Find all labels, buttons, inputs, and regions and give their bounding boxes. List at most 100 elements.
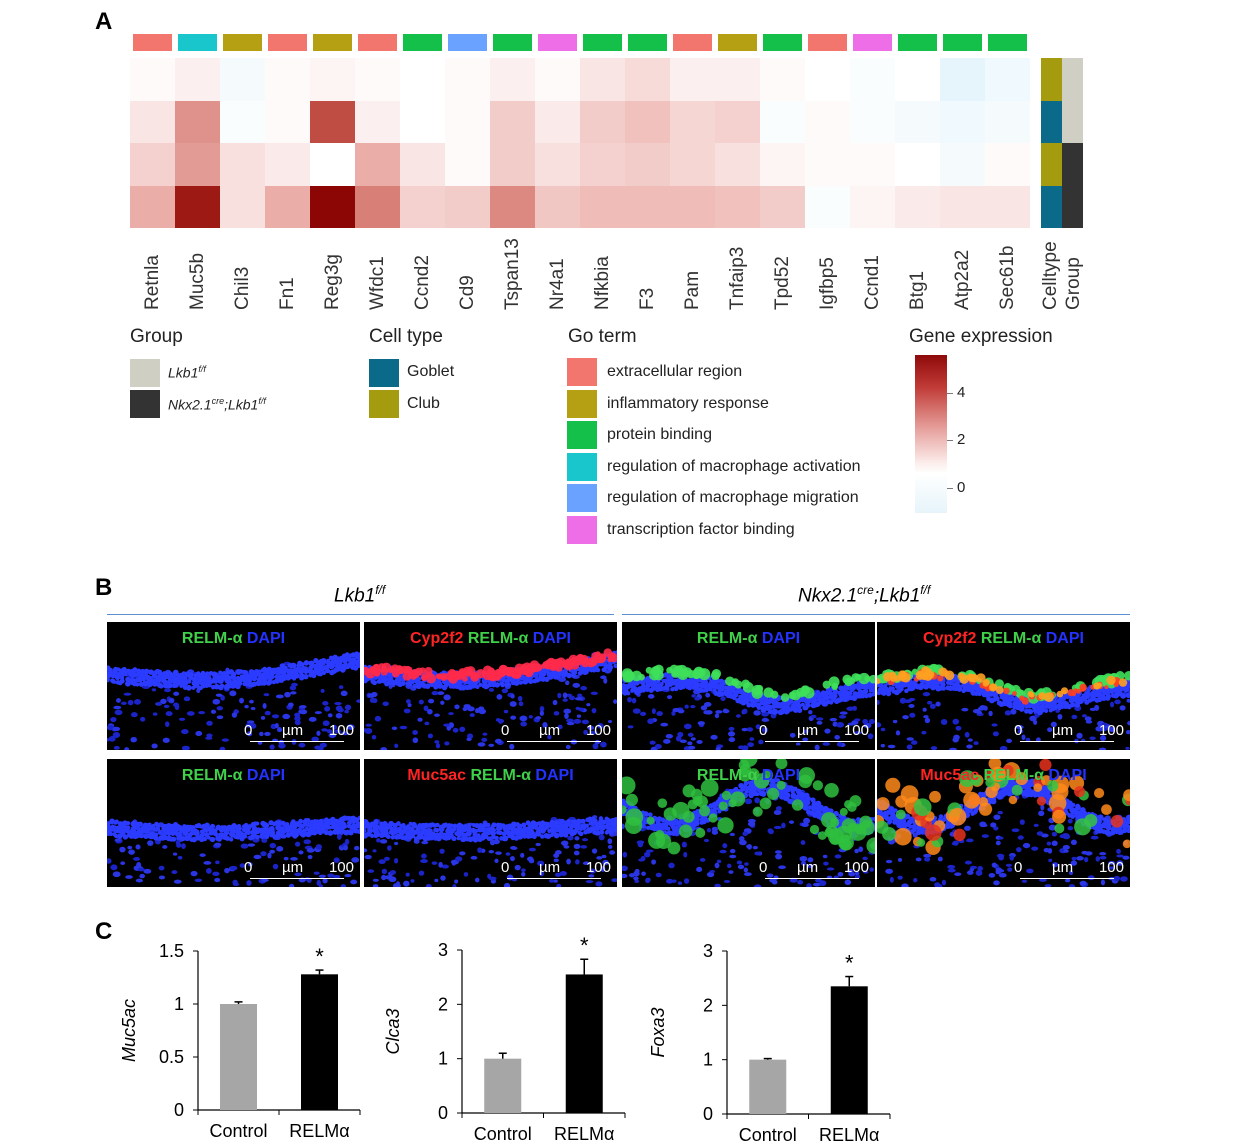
scale-unit: µm: [282, 722, 304, 739]
y-tick-label: 0: [438, 1103, 448, 1123]
celltype-legend-title: Cell type: [369, 326, 443, 347]
micrograph-image: RELM-α DAPI 0 µm 100: [622, 759, 875, 887]
heatmap-cell: [670, 100, 715, 143]
goterm-legend-title: Go term: [568, 326, 637, 347]
gene-label: Tnfaip3: [726, 246, 748, 310]
gene-label: Muc5b: [186, 252, 208, 310]
gene-label: Sec61b: [996, 245, 1018, 310]
goterm-legend-label: extracellular region: [607, 363, 743, 380]
scale-unit: µm: [539, 859, 561, 876]
micrograph-stain-label: Muc5ac RELM-α DAPI: [407, 767, 574, 784]
micrograph-image: Muc5ac RELM-α DAPI 0 µm 100: [364, 759, 617, 887]
scale-end: 100: [328, 722, 354, 739]
heatmap-cell: [220, 58, 265, 101]
scale-start: 0: [759, 722, 768, 739]
scale-start: 0: [244, 722, 253, 739]
gene-label: Igfbp5: [816, 257, 838, 310]
y-tick-label: 0: [174, 1100, 184, 1120]
heatmap-cell: [895, 185, 940, 228]
heatmap-cell: [535, 58, 580, 101]
micrograph-image: RELM-α DAPI 0 µm 100: [107, 622, 360, 750]
heatmap-cell: [670, 143, 715, 186]
scale-start: 0: [1014, 722, 1023, 739]
micrograph-image: RELM-α DAPI 0 µm 100: [622, 622, 875, 750]
heatmap-cell: [580, 58, 625, 101]
scale-bar: 0 µm 100: [244, 859, 354, 883]
heatmap-cell: [805, 143, 850, 186]
go-term-cell: [808, 34, 847, 51]
goterm-legend-label: inflammatory response: [607, 394, 769, 412]
scale-bar: 0 µm 100: [501, 722, 611, 746]
y-tick-label: 0.5: [159, 1047, 184, 1067]
y-tick-label: 0: [703, 1104, 713, 1124]
heatmap-cell: [490, 58, 535, 101]
gene-label: Tspan13: [501, 238, 523, 310]
significance-marker: *: [580, 933, 589, 958]
scale-line: [507, 741, 601, 742]
heatmap-cell: [760, 58, 805, 101]
bar: [220, 1004, 257, 1110]
celltype-annotation-column: [1041, 58, 1062, 228]
heatmap-cell: [985, 185, 1030, 228]
scale-line: [507, 878, 601, 879]
go-term-cell: [403, 34, 442, 51]
gene-label: Fn1: [276, 277, 298, 310]
heatmap-cell: [310, 100, 355, 143]
goterm-swatch: [567, 421, 597, 450]
expression-legend-title: Gene expression: [909, 326, 1053, 347]
heatmap-cell: [580, 185, 625, 228]
heatmap-cell: [490, 143, 535, 186]
heatmap-cell: [490, 185, 535, 228]
heatmap-cell: [850, 58, 895, 101]
goterm-legend-label: protein binding: [607, 426, 712, 444]
bar-charts: 0 0.5 1 1.5 Control * RELMα Muc5ac 0 1 2 3 Control * R…: [119, 933, 891, 1145]
celltype-swatch-club: [369, 390, 399, 418]
heatmap-cell: [445, 100, 490, 143]
heatmap-cell: [175, 58, 220, 101]
significance-marker: *: [315, 944, 324, 969]
goterm-swatch: [567, 516, 597, 544]
go-term-cell: [628, 34, 667, 51]
heatmap-cell: [445, 58, 490, 101]
category-label: RELMα: [289, 1121, 349, 1141]
gene-label: Chil3: [231, 266, 253, 310]
group-cell: [1062, 143, 1083, 186]
heatmap-cell: [310, 143, 355, 186]
expression-tick-label-4: 4: [957, 384, 966, 401]
heatmap-cell: [130, 143, 175, 186]
micrograph-image: Muc5ac RELM-α DAPI 0 µm 100: [877, 759, 1130, 887]
micrograph-stain-label: RELM-α DAPI: [696, 767, 801, 784]
scale-bar: 0 µm 100: [501, 859, 611, 883]
go-term-cell: [178, 34, 217, 51]
micrograph-image: RELM-α DAPI 0 µm 100: [107, 759, 360, 887]
significance-marker: *: [845, 951, 854, 976]
celltype-cell: [1041, 100, 1062, 143]
heatmap-cell: [895, 143, 940, 186]
heatmap-cell: [400, 143, 445, 186]
expression-tick-label-2: 2: [957, 431, 966, 448]
scale-bar: 0 µm 100: [759, 859, 869, 883]
celltype-legend-club: Club: [407, 395, 440, 412]
heatmap-cell: [490, 100, 535, 143]
scale-unit: µm: [1052, 722, 1074, 739]
celltype-cell: [1041, 143, 1062, 186]
y-tick-label: 1.5: [159, 941, 184, 961]
bar: [830, 986, 868, 1114]
heatmap-cell: [670, 185, 715, 228]
heatmap-cell: [940, 143, 985, 186]
heatmap-cell: [400, 185, 445, 228]
bar: [749, 1059, 787, 1114]
heatmap-cell: [715, 58, 760, 101]
heatmap-cell: [265, 100, 310, 143]
heatmap-cell: [265, 143, 310, 186]
panel-b-label: B: [95, 574, 113, 601]
gene-label: Nr4a1: [546, 258, 568, 310]
scale-line: [1020, 741, 1114, 742]
y-tick-label: 2: [703, 995, 713, 1015]
heatmap-cell: [985, 100, 1030, 143]
panel-a-label: A: [95, 8, 113, 35]
go-term-cell: [538, 34, 577, 51]
bar: [484, 1058, 522, 1113]
gene-label: Ccnd2: [411, 255, 433, 310]
scale-unit: µm: [797, 859, 819, 876]
